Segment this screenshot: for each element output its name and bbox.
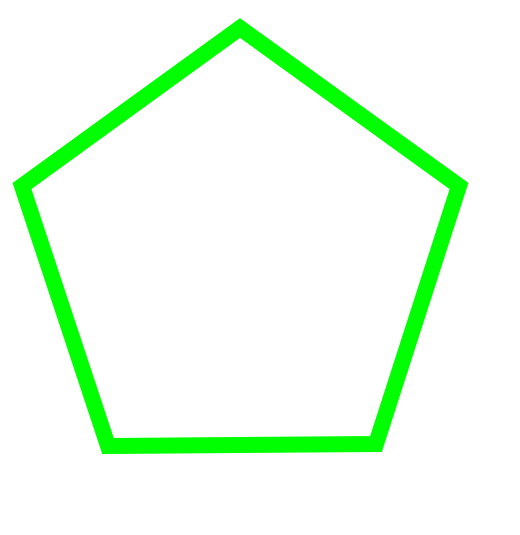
green-pentagon-outline	[12, 18, 469, 455]
